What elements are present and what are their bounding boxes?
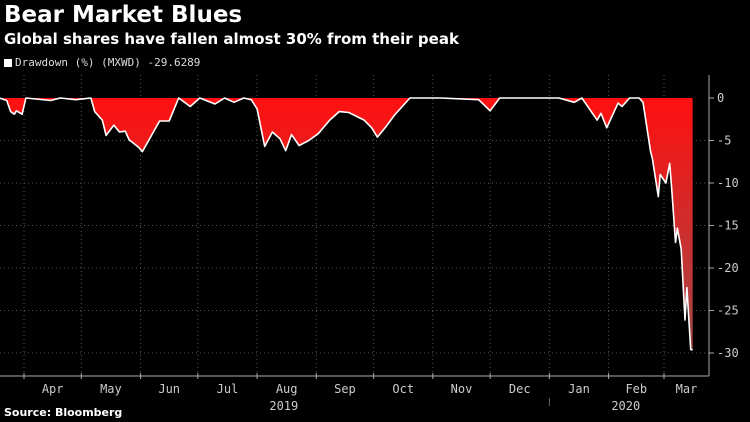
- y-tick-label: -20: [717, 261, 739, 275]
- x-tick-label: Oct: [392, 382, 414, 396]
- y-tick-label: -10: [717, 176, 739, 190]
- drawdown-area: [0, 98, 693, 350]
- legend: Drawdown (%) (MXWD) -29.6289: [4, 56, 200, 69]
- x-tick-label: Jul: [217, 382, 239, 396]
- source-note: Source: Bloomberg: [4, 406, 123, 419]
- x-tick-label: Mar: [676, 382, 698, 396]
- y-tick-label: -25: [717, 304, 739, 318]
- x-tick-label: Apr: [42, 382, 64, 396]
- x-tick-label: May: [100, 382, 122, 396]
- drawdown-line: [0, 97, 693, 351]
- x-tick-label: Aug: [276, 382, 298, 396]
- year-label: 2019: [269, 399, 298, 413]
- x-tick-label: Sep: [334, 382, 356, 396]
- year-label: 2020: [611, 399, 640, 413]
- y-tick-label: -5: [717, 134, 731, 148]
- x-tick-label: Jun: [158, 382, 180, 396]
- x-tick-label: Feb: [625, 382, 647, 396]
- y-tick-label: -15: [717, 219, 739, 233]
- chart-title: Bear Market Blues: [4, 2, 243, 28]
- x-tick-label: Dec: [509, 382, 531, 396]
- legend-swatch: [4, 58, 12, 67]
- x-tick-label: Jan: [568, 382, 590, 396]
- y-tick-label: 0: [717, 91, 724, 105]
- legend-label: Drawdown (%) (MXWD) -29.6289: [15, 56, 201, 69]
- chart-subtitle: Global shares have fallen almost 30% fro…: [4, 30, 459, 48]
- y-tick-label: -30: [717, 346, 739, 360]
- x-tick-label: Nov: [451, 382, 473, 396]
